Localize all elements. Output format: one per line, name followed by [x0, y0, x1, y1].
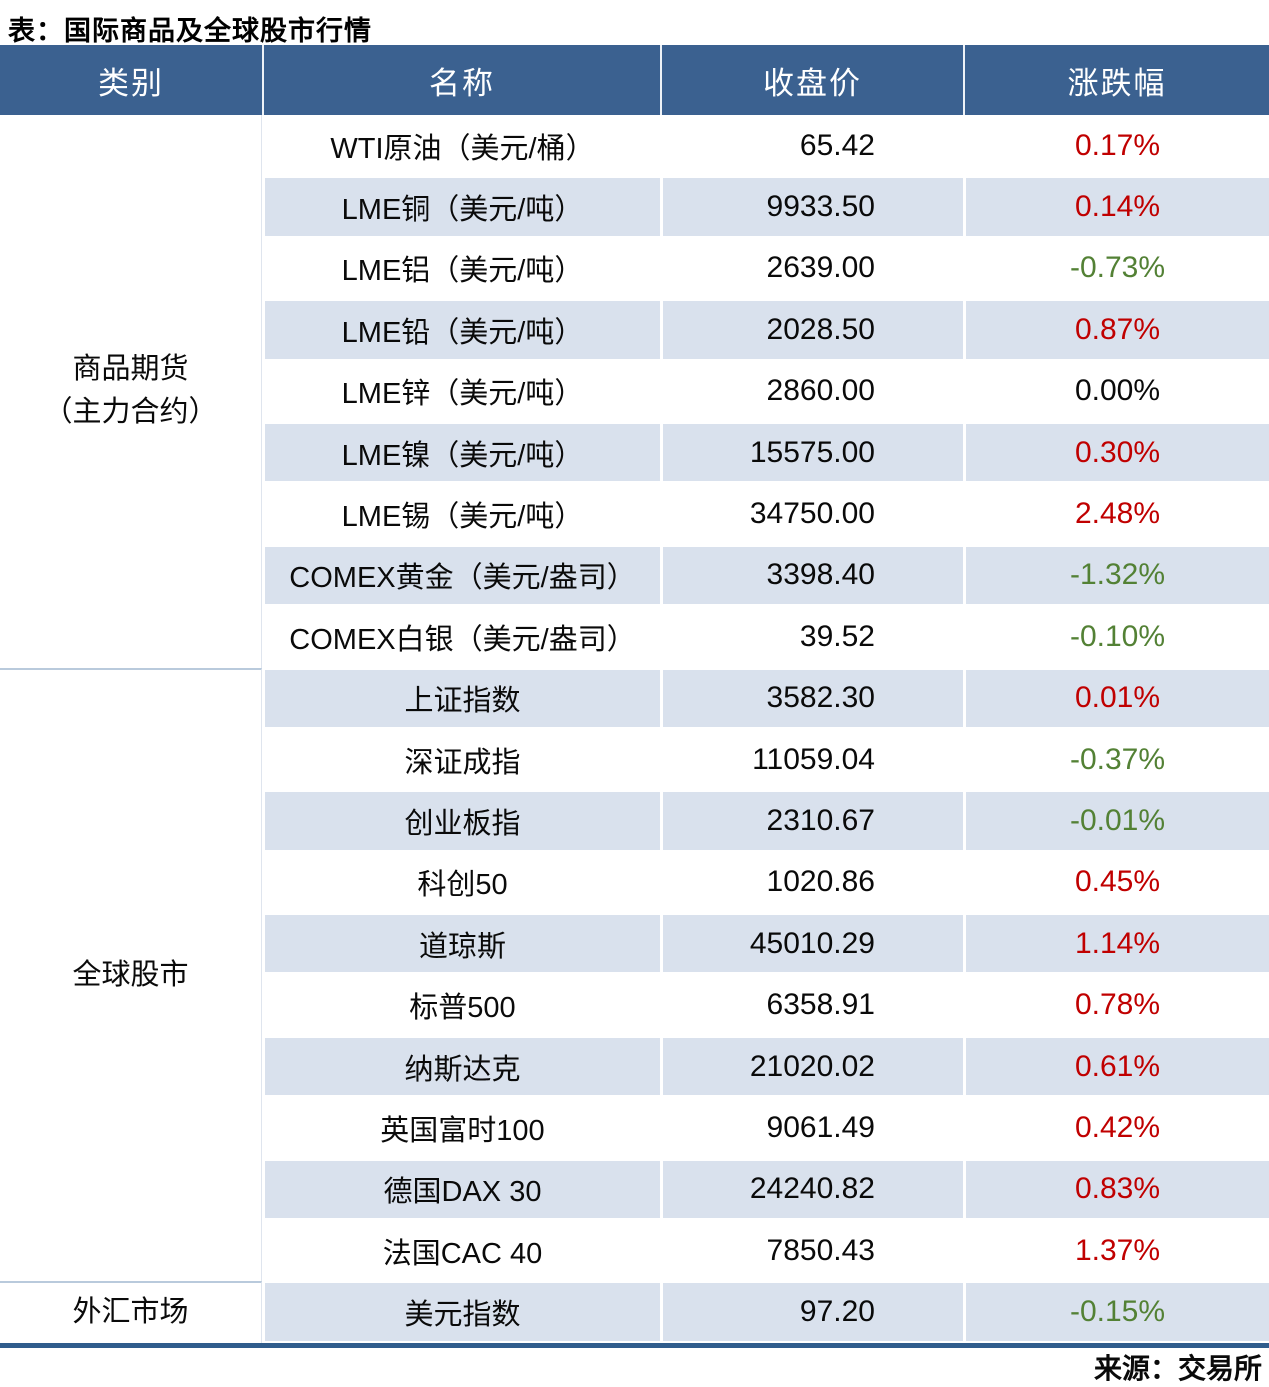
name-cell: 纳斯达克 [262, 1035, 660, 1098]
close-cell: 7850.43 [660, 1220, 963, 1282]
change-cell: 0.17% [963, 115, 1269, 177]
table-row: LME锡（美元/吨） 34750.00 2.48% [262, 483, 1269, 545]
name-cell: 创业板指 [262, 790, 660, 852]
close-cell: 15575.00 [660, 421, 963, 484]
close-cell: 3398.40 [660, 544, 963, 607]
name-cell: LME铝（美元/吨） [262, 237, 660, 300]
change-cell: -0.01% [963, 790, 1269, 852]
change-cell: 0.30% [963, 421, 1269, 484]
change-cell: -0.73% [963, 237, 1269, 300]
close-cell: 45010.29 [660, 913, 963, 975]
table-row: 科创50 1020.86 0.45% [262, 851, 1269, 914]
change-cell: 0.87% [963, 299, 1269, 361]
change-cell: 0.00% [963, 360, 1269, 422]
change-cell: -1.32% [963, 544, 1269, 607]
close-cell: 6358.91 [660, 974, 963, 1036]
table-row: 深证成指 11059.04 -0.37% [262, 728, 1269, 791]
name-cell: LME铜（美元/吨） [262, 176, 660, 238]
name-cell: WTI原油（美元/桶） [262, 115, 660, 177]
change-cell: 0.14% [963, 176, 1269, 238]
change-cell: 0.61% [963, 1035, 1269, 1098]
category-cell-global-stocks: 全球股市 [0, 667, 262, 1282]
change-cell: 0.01% [963, 667, 1269, 729]
close-cell: 21020.02 [660, 1035, 963, 1098]
table-row: LME铜（美元/吨） 9933.50 0.14% [262, 176, 1269, 238]
name-cell: 标普500 [262, 974, 660, 1036]
table-row: COMEX黄金（美元/盎司） 3398.40 -1.32% [262, 544, 1269, 607]
header-cell-name: 名称 [262, 45, 660, 115]
table-row: 法国CAC 40 7850.43 1.37% [262, 1220, 1269, 1282]
table-row: 纳斯达克 21020.02 0.61% [262, 1035, 1269, 1098]
change-cell: 0.78% [963, 974, 1269, 1036]
table-row: 英国富时100 9061.49 0.42% [262, 1097, 1269, 1159]
close-cell: 39.52 [660, 606, 963, 668]
close-cell: 9933.50 [660, 176, 963, 238]
change-cell: 0.42% [963, 1097, 1269, 1159]
close-cell: 11059.04 [660, 728, 963, 791]
change-cell: 0.45% [963, 851, 1269, 914]
header-cell-change: 涨跌幅 [963, 45, 1269, 115]
name-cell: LME锡（美元/吨） [262, 483, 660, 545]
name-cell: LME锌（美元/吨） [262, 360, 660, 422]
table-row: 美元指数 97.20 -0.15% [262, 1281, 1269, 1343]
close-cell: 34750.00 [660, 483, 963, 545]
header-cell-category: 类别 [98, 65, 164, 101]
close-cell: 1020.86 [660, 851, 963, 914]
name-cell: 道琼斯 [262, 913, 660, 975]
change-cell: 2.48% [963, 483, 1269, 545]
name-cell: COMEX黄金（美元/盎司） [262, 544, 660, 607]
close-cell: 2860.00 [660, 360, 963, 422]
table-row: LME锌（美元/吨） 2860.00 0.00% [262, 360, 1269, 422]
change-cell: 1.14% [963, 913, 1269, 975]
table-row: LME镍（美元/吨） 15575.00 0.30% [262, 421, 1269, 484]
change-cell: -0.37% [963, 728, 1269, 791]
close-cell: 2028.50 [660, 299, 963, 361]
table-row: WTI原油（美元/桶） 65.42 0.17% [262, 115, 1269, 177]
close-cell: 24240.82 [660, 1158, 963, 1221]
table-row: 德国DAX 30 24240.82 0.83% [262, 1158, 1269, 1221]
header-cell-close: 收盘价 [660, 45, 963, 115]
name-cell: 德国DAX 30 [262, 1158, 660, 1221]
change-cell: 1.37% [963, 1220, 1269, 1282]
name-cell: 深证成指 [262, 728, 660, 791]
name-cell: 科创50 [262, 851, 660, 914]
table-row: COMEX白银（美元/盎司） 39.52 -0.10% [262, 606, 1269, 668]
name-cell: 上证指数 [262, 667, 660, 729]
source-note: 来源：交易所 [1093, 1352, 1262, 1384]
table-header-row: 类别 名称 收盘价 涨跌幅 [0, 45, 1269, 115]
category-cell-commodity-futures: 商品期货 （主力合约） [0, 115, 262, 668]
category-cell-forex: 外汇市场 [0, 1281, 262, 1343]
name-cell: LME铅（美元/吨） [262, 299, 660, 361]
close-cell: 97.20 [660, 1281, 963, 1343]
change-cell: -0.15% [963, 1281, 1269, 1343]
change-cell: 0.83% [963, 1158, 1269, 1221]
table-row: 上证指数 3582.30 0.01% [262, 667, 1269, 729]
close-cell: 9061.49 [660, 1097, 963, 1159]
close-cell: 65.42 [660, 115, 963, 177]
change-cell: -0.10% [963, 606, 1269, 668]
name-cell: 英国富时100 [262, 1097, 660, 1159]
table-row: LME铅（美元/吨） 2028.50 0.87% [262, 299, 1269, 361]
table-row: 标普500 6358.91 0.78% [262, 974, 1269, 1036]
table-row: 创业板指 2310.67 -0.01% [262, 790, 1269, 852]
name-cell: 美元指数 [262, 1281, 660, 1343]
close-cell: 2639.00 [660, 237, 963, 300]
market-table: 类别 名称 收盘价 涨跌幅 商品期货 （主力合约） 全球股市 外汇市场 WTI原… [0, 45, 1269, 1348]
page-title: 表：国际商品及全球股市行情 [8, 16, 372, 46]
table-row: LME铝（美元/吨） 2639.00 -0.73% [262, 237, 1269, 300]
name-cell: LME镍（美元/吨） [262, 421, 660, 484]
name-cell: 法国CAC 40 [262, 1220, 660, 1282]
name-cell: COMEX白银（美元/盎司） [262, 606, 660, 668]
table-row: 道琼斯 45010.29 1.14% [262, 913, 1269, 975]
close-cell: 2310.67 [660, 790, 963, 852]
close-cell: 3582.30 [660, 667, 963, 729]
